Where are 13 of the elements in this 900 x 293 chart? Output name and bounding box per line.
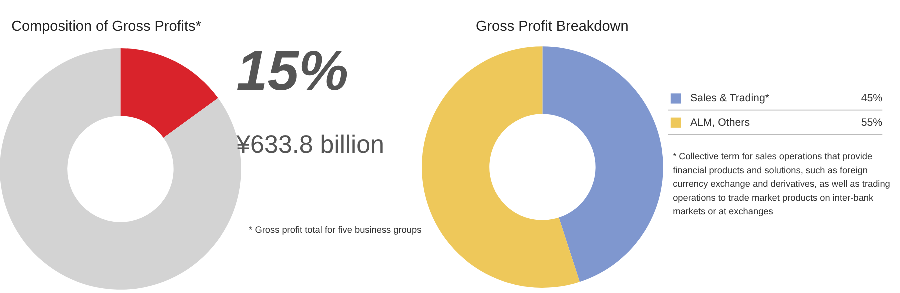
data-label: 55% — [861, 116, 884, 129]
donut-slice — [422, 46, 580, 288]
legend-label: ALM, Others — [690, 116, 750, 129]
text: * Collective term for sales operations that provide financial products and solutions, such as foreign currency exchange and derivatives, as well as trading operations to trade market products on inter-bank markets or at exchanges — [673, 152, 890, 217]
donut-slice — [542, 46, 664, 282]
text: * Gross profit total for five business groups — [249, 224, 422, 235]
legend-label: Sales & Trading* — [690, 92, 770, 105]
text: ¥633.8 billion — [236, 130, 384, 159]
data-label: 15% — [236, 39, 349, 102]
chart-title: Composition of Gross Profits* — [12, 19, 202, 36]
chart-title: Gross Profit Breakdown — [476, 19, 629, 36]
donut-slice — [120, 48, 218, 138]
data-label: 45% — [861, 92, 884, 105]
